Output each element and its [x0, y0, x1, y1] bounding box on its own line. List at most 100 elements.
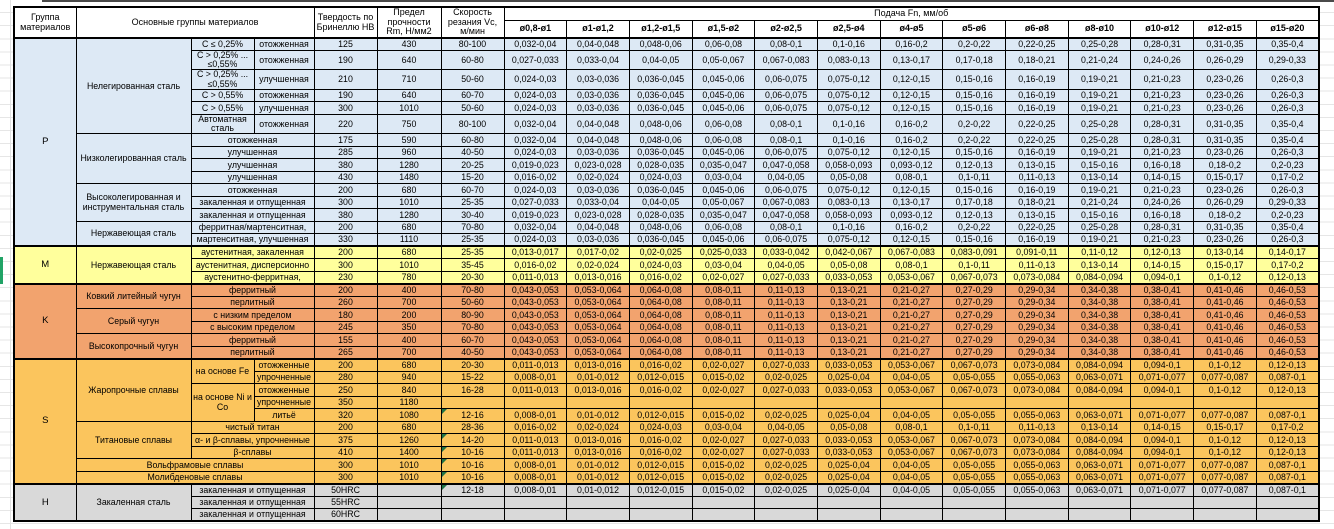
material-cell[interactable]: C > 0,55% — [190, 88, 255, 103]
feed-cell[interactable]: 0,12-0,15 — [879, 69, 944, 90]
feed-cell[interactable]: 0,08-0,1 — [879, 170, 944, 185]
feed-cell[interactable]: 0,008-0,01 — [503, 370, 568, 385]
feed-cell[interactable]: 0,05-0,055 — [942, 370, 1006, 385]
feed-cell[interactable] — [1005, 495, 1069, 510]
hardness-cell[interactable]: 330 — [313, 233, 378, 247]
feed-cell[interactable]: 0,091-0,11 — [1005, 245, 1069, 260]
feed-cell[interactable]: 0,2-0,23 — [1255, 208, 1320, 222]
feed-cell[interactable]: 0,28-0,31 — [1130, 113, 1195, 135]
feed-cell[interactable]: 0,16-0,2 — [879, 220, 944, 235]
material-cell[interactable]: литьё — [253, 408, 315, 422]
feed-cell[interactable]: 0,13-0,21 — [816, 295, 881, 310]
feed-cell[interactable] — [1130, 395, 1195, 410]
feed-cell[interactable] — [503, 495, 568, 510]
strength-cell[interactable]: 940 — [376, 370, 442, 385]
strength-cell[interactable]: 400 — [376, 282, 442, 297]
feed-cell[interactable]: 0,028-0,035 — [628, 208, 693, 222]
feed-cell[interactable]: 0,08-0,1 — [879, 258, 944, 272]
feed-cell[interactable]: 0,34-0,38 — [1067, 308, 1132, 322]
strength-cell[interactable] — [376, 495, 442, 510]
feed-cell[interactable]: 0,16-0,19 — [1005, 233, 1069, 247]
feed-cell[interactable]: 0,16-0,2 — [879, 133, 944, 147]
feed-cell[interactable]: 0,033-0,053 — [816, 357, 881, 372]
feed-cell[interactable]: 0,35-0,4 — [1255, 113, 1320, 135]
feed-cell[interactable]: 0,017-0,02 — [566, 245, 630, 260]
feed-cell[interactable]: 0,38-0,41 — [1130, 295, 1195, 310]
feed-cell[interactable]: 0,036-0,045 — [628, 233, 693, 247]
feed-cell[interactable]: 0,047-0,058 — [754, 158, 818, 172]
feed-cell[interactable]: 0,016-0,02 — [628, 383, 693, 397]
feed-cell[interactable]: 0,05-0,08 — [816, 420, 881, 435]
feed-cell[interactable]: 0,071-0,077 — [1130, 470, 1195, 485]
feed-cell[interactable]: 0,08-0,1 — [754, 113, 818, 135]
feed-cell[interactable]: 0,04-0,05 — [754, 420, 818, 435]
feed-cell[interactable]: 0,16-0,19 — [1005, 69, 1069, 90]
feed-cell[interactable]: 0,06-0,075 — [754, 183, 818, 197]
material-cell[interactable]: с низким пределом — [190, 308, 315, 322]
material-cell[interactable]: отожженная — [190, 183, 315, 197]
strength-cell[interactable]: 430 — [376, 37, 442, 51]
feed-cell[interactable]: 0,053-0,064 — [566, 295, 630, 310]
feed-cell[interactable] — [879, 495, 944, 510]
feed-cell[interactable] — [691, 395, 756, 410]
header-feed-diameter[interactable]: ø0,8-ø1 — [503, 19, 568, 39]
feed-cell[interactable]: 0,08-0,11 — [691, 282, 756, 297]
feed-cell[interactable]: 0,11-0,13 — [754, 320, 818, 335]
material-cell[interactable]: Нержавеющая сталь — [75, 220, 192, 247]
feed-cell[interactable] — [1130, 508, 1195, 522]
feed-cell[interactable] — [628, 395, 693, 410]
material-cell[interactable]: закаленная и отпущенная — [190, 195, 315, 210]
feed-cell[interactable]: 0,16-0,2 — [879, 113, 944, 135]
feed-cell[interactable]: 0,01-0,012 — [566, 370, 630, 385]
cutting-speed-cell[interactable]: 25-35 — [440, 233, 505, 247]
material-cell[interactable]: на основе Fe — [190, 357, 255, 385]
feed-cell[interactable]: 0,071-0,077 — [1130, 408, 1195, 422]
feed-cell[interactable]: 0,058-0,093 — [816, 158, 881, 172]
strength-cell[interactable]: 1280 — [376, 158, 442, 172]
feed-cell[interactable]: 0,11-0,12 — [1067, 245, 1132, 260]
feed-cell[interactable]: 0,34-0,38 — [1067, 333, 1132, 347]
cutting-speed-cell[interactable]: 10-16 — [440, 458, 505, 472]
feed-cell[interactable]: 0,019-0,023 — [503, 158, 568, 172]
feed-cell[interactable]: 0,13-0,14 — [1067, 420, 1132, 435]
feed-cell[interactable]: 0,094-0,1 — [1130, 445, 1195, 460]
feed-cell[interactable]: 0,027-0,033 — [503, 49, 568, 71]
feed-cell[interactable]: 0,13-0,14 — [1067, 258, 1132, 272]
feed-cell[interactable]: 0,11-0,13 — [754, 295, 818, 310]
strength-cell[interactable]: 780 — [376, 270, 442, 285]
hardness-cell[interactable]: 300 — [313, 195, 378, 210]
material-cell[interactable]: с высоким пределом — [190, 320, 315, 335]
feed-cell[interactable]: 0,1-0,11 — [942, 170, 1006, 185]
cutting-speed-cell[interactable]: 20-25 — [440, 158, 505, 172]
feed-cell[interactable]: 0,13-0,17 — [879, 49, 944, 71]
feed-cell[interactable] — [691, 495, 756, 510]
feed-cell[interactable]: 0,033-0,042 — [754, 245, 818, 260]
feed-cell[interactable]: 0,02-0,027 — [691, 445, 756, 460]
hardness-cell[interactable]: 125 — [313, 37, 378, 51]
feed-cell[interactable]: 0,053-0,067 — [879, 270, 944, 285]
feed-cell[interactable]: 0,036-0,045 — [628, 101, 693, 115]
strength-cell[interactable]: 1010 — [376, 195, 442, 210]
header-feed-diameter[interactable]: ø4-ø5 — [879, 19, 944, 39]
feed-cell[interactable]: 0,033-0,053 — [816, 270, 881, 285]
header-feed-diameter[interactable]: ø10-ø12 — [1130, 19, 1195, 39]
feed-cell[interactable]: 0,21-0,23 — [1130, 145, 1195, 160]
feed-cell[interactable]: 0,011-0,013 — [503, 270, 568, 285]
feed-cell[interactable]: 0,033-0,053 — [816, 445, 881, 460]
feed-cell[interactable]: 0,083-0,13 — [816, 195, 881, 210]
feed-cell[interactable]: 0,075-0,12 — [816, 145, 881, 160]
hardness-cell[interactable]: 190 — [313, 88, 378, 103]
feed-cell[interactable]: 0,1-0,12 — [1193, 270, 1257, 285]
feed-cell[interactable]: 0,41-0,46 — [1193, 333, 1257, 347]
feed-cell[interactable]: 0,071-0,077 — [1130, 370, 1195, 385]
strength-cell[interactable]: 700 — [376, 295, 442, 310]
feed-cell[interactable]: 0,016-0,02 — [503, 420, 568, 435]
feed-cell[interactable]: 0,08-0,11 — [691, 345, 756, 360]
cutting-speed-cell[interactable]: 70-80 — [440, 220, 505, 235]
feed-cell[interactable]: 0,01-0,012 — [566, 458, 630, 472]
strength-cell[interactable]: 710 — [376, 69, 442, 90]
feed-cell[interactable]: 0,032-0,04 — [503, 113, 568, 135]
hardness-cell[interactable]: 285 — [313, 145, 378, 160]
feed-cell[interactable]: 0,29-0,34 — [1005, 333, 1069, 347]
feed-cell[interactable]: 0,077-0,087 — [1193, 408, 1257, 422]
